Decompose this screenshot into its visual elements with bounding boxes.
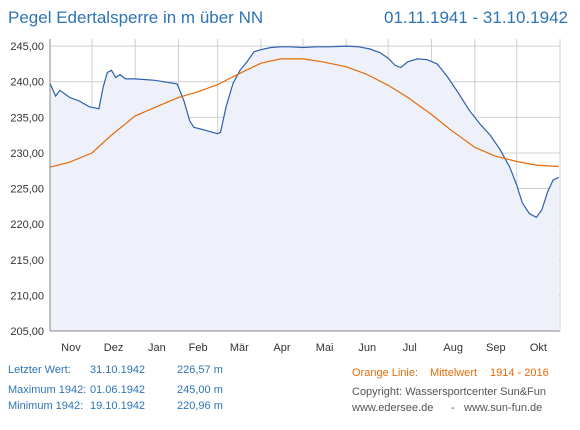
water-level-line (49, 45, 559, 219)
website-edersee[interactable]: www.edersee.de (352, 402, 434, 414)
y-tick-label: 225,00 (10, 184, 44, 196)
y-tick-labels: 205,00 210,00 215,00 220,00 225,00 230,00 235,… (10, 41, 44, 338)
x-tick-label: Jul (403, 342, 417, 354)
min-label: Minimum 1942: (8, 400, 84, 412)
website-separator: - (451, 402, 455, 414)
mean-level-line (49, 58, 559, 168)
min-date: 19.10.1942 (90, 400, 146, 412)
y-tick-label: 240,00 (10, 77, 44, 89)
chart-title: Pegel Edertalsperre in m über NN (8, 8, 264, 27)
last-value-label: Letzter Wert: (8, 364, 71, 376)
y-tick-label: 235,00 (10, 112, 44, 124)
x-tick-label: Apr (273, 342, 290, 354)
date-range: 01.11.1941 - 31.10.1942 (383, 8, 568, 27)
legend-text: Mittelwert (430, 367, 478, 379)
y-tick-label: 245,00 (10, 41, 44, 53)
x-tick-label: Nov (61, 342, 81, 354)
axes (49, 39, 561, 332)
y-tick-label: 210,00 (10, 290, 44, 302)
y-tick-label: 230,00 (10, 148, 44, 160)
x-tick-label: Mai (316, 342, 334, 354)
x-tick-label: Sep (486, 342, 506, 354)
copyright: Copyright: Wassersportcenter Sun&Fun (352, 386, 547, 398)
last-value-date: 31.10.1942 (90, 364, 146, 376)
legend-years: 1914 - 2016 (490, 367, 549, 379)
x-tick-label: Aug (443, 342, 463, 354)
max-value: 245,00 m (177, 384, 223, 396)
min-value: 220,96 m (177, 400, 223, 412)
x-tick-label: Jan (148, 342, 166, 354)
legend-label: Orange Linie: (352, 367, 419, 379)
x-tick-label: Dez (104, 342, 124, 354)
y-tick-label: 220,00 (10, 219, 44, 231)
x-tick-label: Okt (530, 342, 547, 354)
website-sunfun[interactable]: www.sun-fun.de (464, 402, 543, 414)
last-value: 226,57 m (177, 364, 223, 376)
y-tick-label: 215,00 (10, 255, 44, 267)
max-date: 01.06.1942 (90, 384, 146, 396)
x-tick-label: Mär (230, 342, 249, 354)
x-tick-label: Jun (358, 342, 376, 354)
x-tick-label: Feb (189, 342, 208, 354)
y-tick-label: 205,00 (10, 326, 44, 338)
max-label: Maximum 1942: (8, 384, 87, 396)
water-level-area (50, 46, 559, 331)
x-tick-labels: Nov Dez Jan Feb Mär Apr Mai Jun Jul Aug Sep Okt (61, 342, 547, 354)
